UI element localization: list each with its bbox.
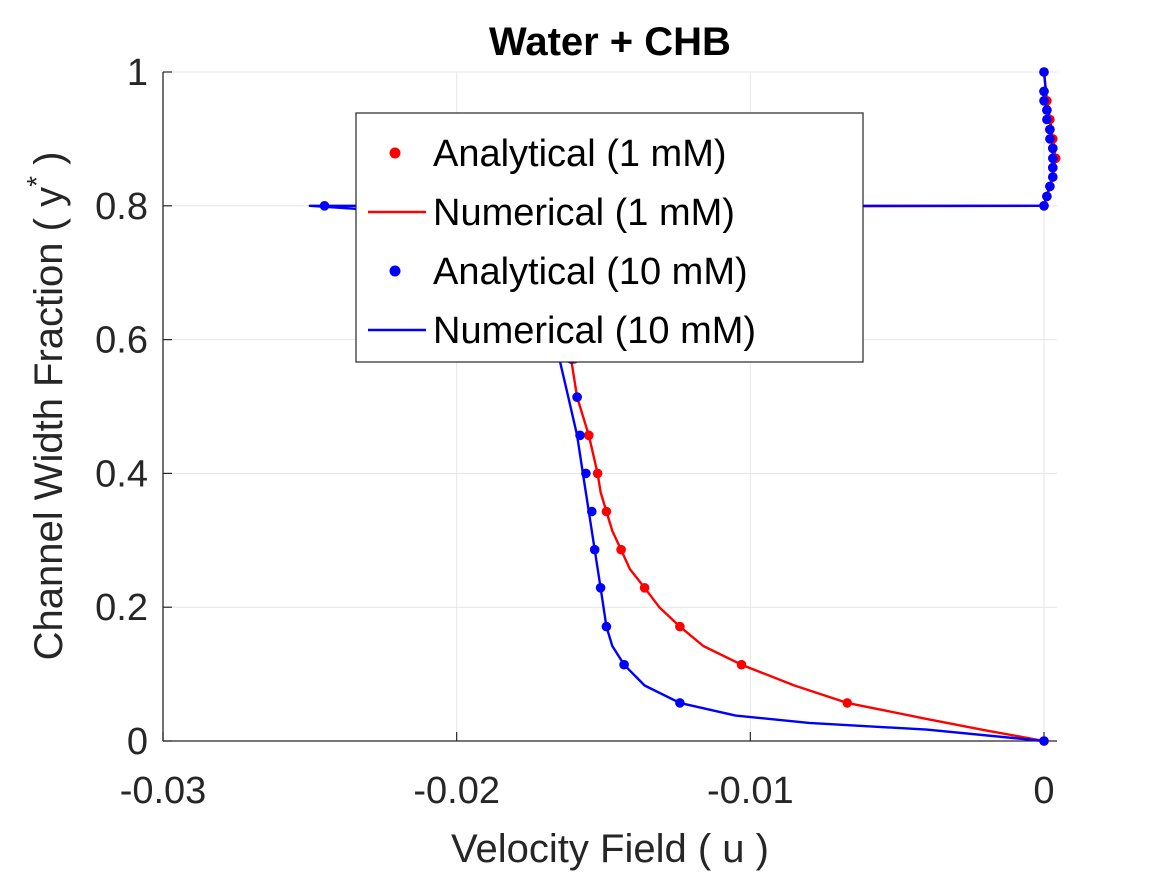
legend-label: Numerical (1 mM) xyxy=(433,192,735,234)
data-point xyxy=(619,659,629,670)
y-tick-label: 0.6 xyxy=(95,320,148,362)
legend-label: Numerical (10 mM) xyxy=(433,310,756,352)
data-point xyxy=(572,392,582,402)
legend-entry: Numerical (1 mM) xyxy=(368,192,735,234)
y-tick-label: 0.4 xyxy=(95,453,148,495)
data-point xyxy=(736,659,747,670)
x-axis-label: Velocity Field ( u ) xyxy=(451,827,769,871)
legend-box xyxy=(355,112,864,363)
legend-entry: Numerical (10 mM) xyxy=(368,310,756,352)
data-point xyxy=(616,544,626,555)
data-point xyxy=(601,506,612,517)
data-point xyxy=(1039,67,1049,77)
x-tick-label: -0.03 xyxy=(120,770,207,812)
y-tick-label: 0 xyxy=(127,721,148,763)
data-point xyxy=(584,430,594,441)
data-point xyxy=(1048,143,1058,154)
y-tick-label: 0.8 xyxy=(95,186,148,228)
data-point xyxy=(1048,162,1058,173)
data-point xyxy=(587,506,597,517)
data-point xyxy=(592,468,603,479)
legend-entry: Analytical (10 mM) xyxy=(389,251,748,293)
data-point xyxy=(1048,172,1058,182)
data-point xyxy=(1042,191,1052,202)
legend: Analytical (1 mM) Numerical (1 mM) Analyti… xyxy=(355,112,864,363)
data-point xyxy=(639,583,650,593)
data-point xyxy=(595,583,606,593)
data-point xyxy=(675,698,685,708)
y-tick-label: 1 xyxy=(127,52,148,94)
x-tick-label: -0.01 xyxy=(707,770,794,812)
svg-text:Channel Width Fraction ( y* ): Channel Width Fraction ( y* ) xyxy=(21,152,71,661)
data-point xyxy=(601,621,612,632)
data-point xyxy=(1042,105,1052,115)
y-axis-label: Channel Width Fraction ( y* ) xyxy=(21,152,71,661)
data-point xyxy=(1045,181,1055,192)
x-tick-label: 0 xyxy=(1033,770,1054,812)
x-tick-label: -0.02 xyxy=(413,770,500,812)
data-point xyxy=(1039,201,1049,211)
data-point xyxy=(1039,96,1049,106)
data-point xyxy=(1045,134,1055,144)
axes xyxy=(162,71,1057,742)
y-axis-label-superscript: * xyxy=(21,176,52,187)
data-point xyxy=(1042,114,1052,125)
y-axis-label-main: Channel Width Fraction ( y xyxy=(27,187,71,661)
y-tick-label: 0.2 xyxy=(95,587,148,629)
data-point xyxy=(842,698,852,708)
chart-title: Water + CHB xyxy=(489,20,731,64)
legend-label: Analytical (1 mM) xyxy=(433,133,727,175)
y-axis-label-close: ) xyxy=(27,152,71,176)
data-point xyxy=(575,430,585,441)
data-point xyxy=(1039,736,1049,746)
legend-marker xyxy=(389,265,401,277)
data-point xyxy=(1048,153,1058,164)
data-point xyxy=(589,544,600,555)
data-point xyxy=(1045,124,1055,135)
data-point xyxy=(581,468,591,479)
legend-entry: Analytical (1 mM) xyxy=(389,133,727,175)
legend-label: Analytical (10 mM) xyxy=(433,251,748,293)
data-point xyxy=(319,201,330,211)
data-point xyxy=(1039,86,1049,97)
data-point xyxy=(675,621,685,632)
legend-marker xyxy=(389,147,401,159)
tick-labels: -0.03 -0.02 -0.01 0 0 0.2 0.4 0.6 0.8 1 xyxy=(95,52,1054,812)
